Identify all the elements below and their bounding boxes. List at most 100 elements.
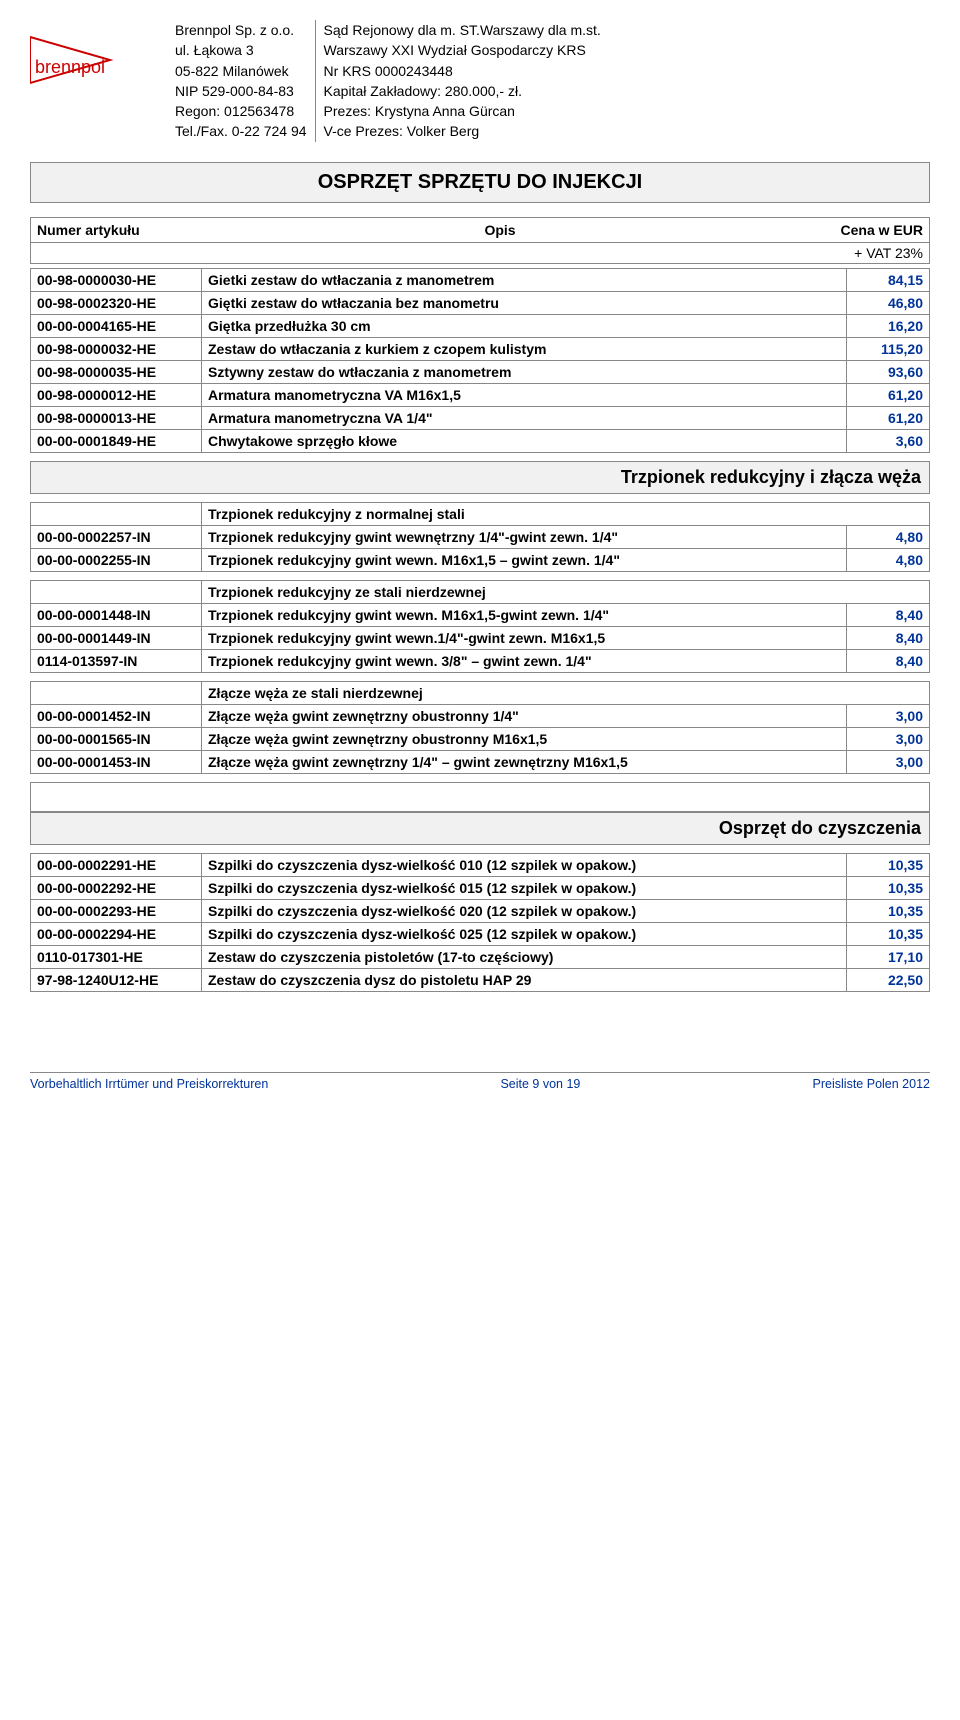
article-price: 8,40 [847,603,930,626]
table-row: 00-00-0001452-INZłącze węża gwint zewnęt… [31,704,930,727]
table-row: 97-98-1240U12-HEZestaw do czyszczenia dy… [31,968,930,991]
footer-left: Vorbehaltlich Irrtümer und Preiskorrektu… [30,1077,268,1091]
company-vp: V-ce Prezes: Volker Berg [324,121,601,141]
subheading-row: Trzpionek redukcyjny z normalnej stali [31,502,930,525]
subheading-row: Złącze węża ze stali nierdzewnej [31,681,930,704]
article-number: 00-00-0001453-IN [31,750,202,773]
footer-right: Preisliste Polen 2012 [813,1077,930,1091]
table-row: 00-00-0002293-HESzpilki do czyszczenia d… [31,899,930,922]
article-number: 00-00-0002291-HE [31,853,202,876]
table-row: 00-00-0002257-INTrzpionek redukcyjny gwi… [31,525,930,548]
article-description: Zestaw do wtłaczania z kurkiem z czopem … [202,337,847,360]
subheading2: Trzpionek redukcyjny ze stali nierdzewne… [202,580,930,603]
article-number: 00-00-0002293-HE [31,899,202,922]
article-description: Zestaw do czyszczenia pistoletów (17-to … [202,945,847,968]
article-price: 61,20 [847,406,930,429]
article-description: Zestaw do czyszczenia dysz do pistoletu … [202,968,847,991]
section2-block1: Trzpionek redukcyjny z normalnej stali 0… [30,502,930,572]
table-row: 00-98-0000013-HEArmatura manometryczna V… [31,406,930,429]
table-row: 00-98-0000032-HEZestaw do wtłaczania z k… [31,337,930,360]
section2-block2: Trzpionek redukcyjny ze stali nierdzewne… [30,580,930,673]
company-krs: Nr KRS 0000243448 [324,61,601,81]
article-description: Giętka przedłużka 30 cm [202,314,847,337]
article-description: Złącze węża gwint zewnętrzny obustronny … [202,704,847,727]
article-number: 00-98-0000012-HE [31,383,202,406]
article-number: 00-00-0002294-HE [31,922,202,945]
table-row: 00-98-0000030-HEGietki zestaw do wtłacza… [31,268,930,291]
table-row: 00-00-0004165-HEGiętka przedłużka 30 cm1… [31,314,930,337]
article-description: Trzpionek redukcyjny gwint wewn.1/4"-gwi… [202,626,847,649]
section2-title: Trzpionek redukcyjny i złącza węża [30,461,930,494]
article-description: Sztywny zestaw do wtłaczania z manometre… [202,360,847,383]
table-row: 00-00-0001448-INTrzpionek redukcyjny gwi… [31,603,930,626]
article-number: 00-98-0000013-HE [31,406,202,429]
table-row: 00-00-0002292-HESzpilki do czyszczenia d… [31,876,930,899]
article-price: 10,35 [847,899,930,922]
company-dept: Warszawy XXI Wydział Gospodarczy KRS [324,40,601,60]
company-nip: NIP 529-000-84-83 [175,81,307,101]
article-price: 61,20 [847,383,930,406]
company-court: Sąd Rejonowy dla m. ST.Warszawy dla m.st… [324,20,601,40]
logo-text: brennpol [35,57,105,77]
article-number: 00-00-0002292-HE [31,876,202,899]
vat-row: + VAT 23% [30,243,930,264]
article-price: 4,80 [847,525,930,548]
table-row: 0110-017301-HEZestaw do czyszczenia pist… [31,945,930,968]
article-description: Trzpionek redukcyjny gwint wewn. M16x1,5… [202,603,847,626]
company-name: Brennpol Sp. z o.o. [175,20,307,40]
subheading1: Trzpionek redukcyjny z normalnej stali [202,502,930,525]
table-row: 00-00-0001565-INZłącze węża gwint zewnęt… [31,727,930,750]
article-price: 3,00 [847,750,930,773]
company-capital: Kapitał Zakładowy: 280.000,- zł. [324,81,601,101]
page-footer: Vorbehaltlich Irrtümer und Preiskorrektu… [30,1072,930,1091]
company-addr2: 05-822 Milanówek [175,61,307,81]
article-price: 4,80 [847,548,930,571]
article-number: 00-00-0001449-IN [31,626,202,649]
company-regon: Regon: 012563478 [175,101,307,121]
article-description: Trzpionek redukcyjny gwint wewn. 3/8" – … [202,649,847,672]
article-price: 10,35 [847,876,930,899]
article-price: 3,00 [847,727,930,750]
vat-label: + VAT 23% [803,245,923,261]
company-left-col: Brennpol Sp. z o.o. ul. Łąkowa 3 05-822 … [175,20,316,142]
article-price: 10,35 [847,922,930,945]
article-description: Gietki zestaw do wtłaczania z manometrem [202,268,847,291]
table-row: 00-00-0001449-INTrzpionek redukcyjny gwi… [31,626,930,649]
th-numer: Numer artykułu [37,222,197,238]
article-description: Szpilki do czyszczenia dysz-wielkość 020… [202,899,847,922]
article-price: 46,80 [847,291,930,314]
article-number: 00-98-0002320-HE [31,291,202,314]
article-description: Szpilki do czyszczenia dysz-wielkość 010… [202,853,847,876]
article-price: 84,15 [847,268,930,291]
table-header: Numer artykułu Opis Cena w EUR [30,217,930,243]
company-addr1: ul. Łąkowa 3 [175,40,307,60]
table-row: 0114-013597-INTrzpionek redukcyjny gwint… [31,649,930,672]
article-description: Armatura manometryczna VA M16x1,5 [202,383,847,406]
company-right-col: Sąd Rejonowy dla m. ST.Warszawy dla m.st… [316,20,601,142]
article-description: Chwytakowe sprzęgło kłowe [202,429,847,452]
page-title-banner: OSPRZĘT SPRZĘTU DO INJEKCJI [30,162,930,203]
article-description: Giętki zestaw do wtłaczania bez manometr… [202,291,847,314]
company-phone: Tel./Fax. 0-22 724 94 [175,121,307,141]
company-info: Brennpol Sp. z o.o. ul. Łąkowa 3 05-822 … [175,20,601,142]
article-number: 00-00-0001849-HE [31,429,202,452]
article-description: Trzpionek redukcyjny gwint wewn. M16x1,5… [202,548,847,571]
article-number: 00-00-0001565-IN [31,727,202,750]
table-row: 00-00-0001849-HEChwytakowe sprzęgło kłow… [31,429,930,452]
subheading3: Złącze węża ze stali nierdzewnej [202,681,930,704]
article-number: 97-98-1240U12-HE [31,968,202,991]
th-opis: Opis [197,222,803,238]
article-number: 00-00-0004165-HE [31,314,202,337]
article-price: 17,10 [847,945,930,968]
article-price: 93,60 [847,360,930,383]
article-number: 00-00-0001452-IN [31,704,202,727]
article-price: 10,35 [847,853,930,876]
article-price: 3,60 [847,429,930,452]
article-price: 3,00 [847,704,930,727]
article-description: Złącze węża gwint zewnętrzny obustronny … [202,727,847,750]
article-number: 0110-017301-HE [31,945,202,968]
article-number: 00-98-0000030-HE [31,268,202,291]
table-row: 00-00-0001453-INZłącze węża gwint zewnęt… [31,750,930,773]
section2-block3: Złącze węża ze stali nierdzewnej 00-00-0… [30,681,930,774]
article-number: 0114-013597-IN [31,649,202,672]
